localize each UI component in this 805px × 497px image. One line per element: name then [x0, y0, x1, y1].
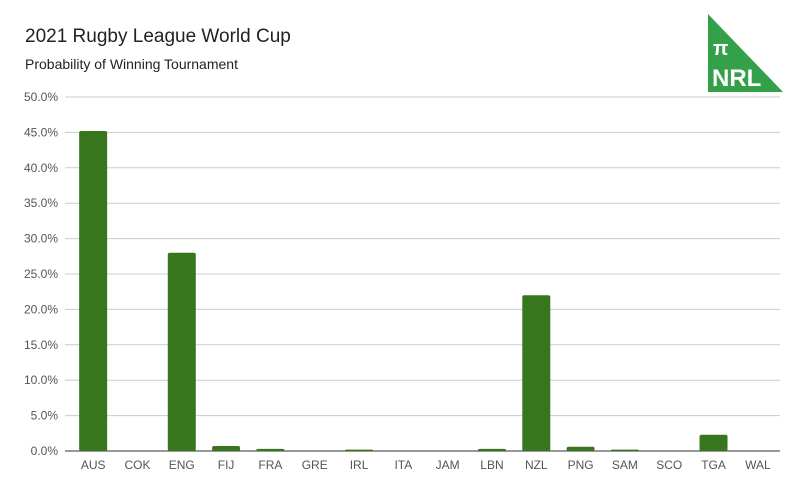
x-tick-label: SAM	[612, 458, 638, 472]
y-tick-label: 40.0%	[24, 161, 58, 175]
bar-tga	[699, 434, 728, 451]
bar-lbn	[477, 448, 506, 451]
y-tick-label: 25.0%	[24, 267, 58, 281]
bar-nzl	[522, 295, 551, 451]
bar-png	[566, 446, 595, 451]
svg-text:NRL: NRL	[712, 65, 761, 92]
y-tick-label: 45.0%	[24, 125, 58, 139]
x-tick-label: AUS	[81, 458, 106, 472]
x-tick-label: SCO	[656, 458, 682, 472]
bar-eng	[167, 252, 196, 451]
x-tick-label: PNG	[568, 458, 594, 472]
bar-fij	[212, 446, 241, 451]
x-tick-label: ITA	[394, 458, 412, 472]
bar-fra	[256, 448, 285, 451]
chart-subtitle: Probability of Winning Tournament	[25, 56, 238, 72]
x-tick-label: NZL	[525, 458, 548, 472]
y-tick-label: 20.0%	[24, 302, 58, 316]
svg-text:π: π	[713, 38, 728, 60]
x-tick-label: COK	[124, 458, 150, 472]
bar-aus	[79, 130, 108, 451]
bar-irl	[345, 449, 374, 451]
y-tick-label: 15.0%	[24, 338, 58, 352]
y-tick-label: 30.0%	[24, 232, 58, 246]
y-tick-label: 50.0%	[24, 90, 58, 104]
x-tick-label: GRE	[302, 458, 328, 472]
y-tick-label: 5.0%	[31, 409, 59, 423]
x-tick-label: LBN	[480, 458, 503, 472]
y-tick-label: 0.0%	[31, 444, 59, 458]
x-tick-label: IRL	[350, 458, 369, 472]
x-tick-label: WAL	[745, 458, 771, 472]
y-tick-label: 10.0%	[24, 373, 58, 387]
y-tick-label: 35.0%	[24, 196, 58, 210]
x-tick-label: FIJ	[218, 458, 235, 472]
nrl-logo: π NRL	[708, 14, 783, 92]
x-tick-label: TGA	[701, 458, 726, 472]
x-tick-label: FRA	[258, 458, 282, 472]
chart-title: 2021 Rugby League World Cup	[25, 26, 291, 47]
bar-sam	[610, 449, 639, 451]
x-tick-label: ENG	[169, 458, 195, 472]
x-tick-label: JAM	[436, 458, 460, 472]
